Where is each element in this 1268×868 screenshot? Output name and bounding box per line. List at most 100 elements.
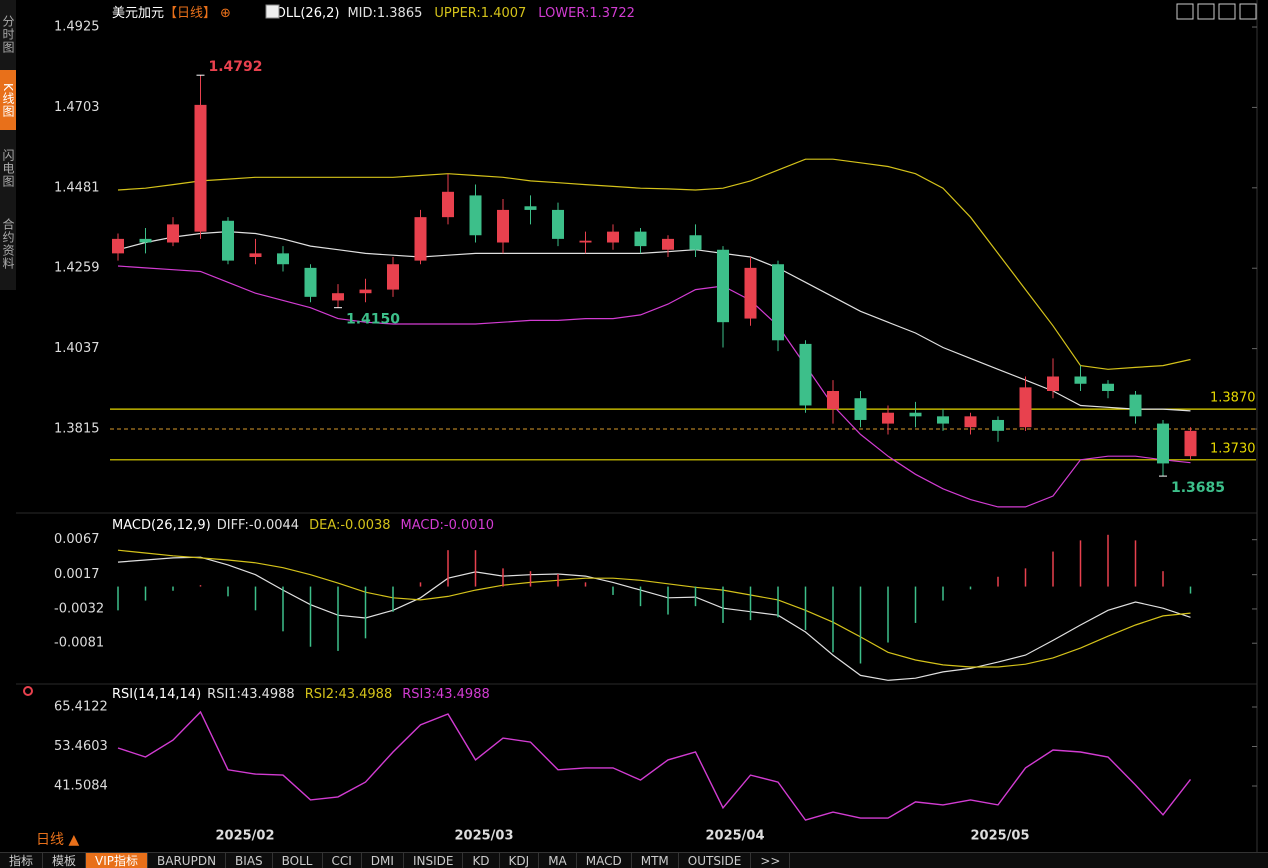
candle-body [414, 217, 427, 261]
toolbar-tab[interactable]: >> [751, 853, 791, 868]
indicator: BOLL(26,2) [267, 6, 340, 21]
level-label: 1.3870 [1210, 391, 1256, 406]
toolbar-tab[interactable]: MTM [632, 853, 679, 868]
candle-body [607, 231, 619, 243]
side-tab[interactable]: 闪电图 [1, 148, 15, 188]
boll-icon[interactable] [265, 4, 280, 19]
candle-body [167, 224, 179, 243]
period: 【日线】 [164, 6, 216, 21]
candle-body [744, 267, 757, 319]
toolbar-tab[interactable]: BOLL [273, 853, 323, 868]
settings-icon[interactable]: ⊕ [220, 6, 231, 21]
y-tick-label: 1.4925 [54, 20, 100, 35]
candle-body [139, 238, 152, 243]
toolbar-tab[interactable]: 指标 [0, 853, 44, 868]
candle-body [194, 104, 207, 232]
candle-body [964, 416, 977, 428]
candle-body [854, 398, 867, 420]
y-tick-label: 0.0017 [54, 567, 100, 582]
toolbar-tab[interactable]: BARUPDN [148, 853, 227, 868]
toolbar-tab[interactable]: KD [463, 853, 500, 868]
y-tick-label: 1.3815 [54, 422, 100, 437]
y-tick-label: 53.4603 [54, 739, 108, 754]
candle-body [799, 343, 812, 406]
y-tick-label: 65.4122 [54, 700, 108, 715]
side-tab[interactable]: 分时图 [1, 14, 15, 54]
icon[interactable] [1239, 3, 1257, 20]
toolbar-tab[interactable]: OUTSIDE [679, 853, 752, 868]
candle-body [552, 209, 564, 239]
candle-body [1074, 376, 1087, 384]
candle-body [222, 220, 234, 261]
side-tab[interactable]: 合约资料 [1, 218, 15, 270]
candle-body [909, 412, 922, 417]
candle-body [937, 416, 949, 424]
candle-body [359, 289, 372, 294]
candle-body [1157, 423, 1169, 464]
legend-mid: MID:1.3865 [347, 6, 422, 21]
icon[interactable] [1218, 3, 1236, 20]
macd-header: MACD(26,12,9) DIFF:-0.0044 DEA:-0.0038 MACD… [112, 518, 494, 533]
candle-body [772, 264, 784, 341]
legend-upper: UPPER:1.4007 [434, 6, 526, 21]
candle-body [524, 206, 537, 210]
symbol: 美元加元 [112, 6, 164, 21]
toolbar-tab[interactable]: CCI [323, 853, 362, 868]
macd-line [117, 556, 1191, 681]
candle-body [1019, 387, 1032, 428]
sidebar: 分时图 K线图闪电图合约资料 [0, 0, 16, 290]
toolbar-tab[interactable]: INSIDE [404, 853, 464, 868]
y-tick-label: 0.0067 [54, 532, 100, 547]
candle-body [332, 293, 344, 301]
indicator-toolbar: 指标 模板 VIP指标 BARUPDN BIAS BOLL CCI DMI INSIDE KD KD… [0, 852, 1268, 868]
toolbar-tab[interactable]: DMI [362, 853, 404, 868]
macd-title: MACD(26,12,9) [112, 518, 211, 533]
x-date-label: 2025/02 [215, 829, 274, 844]
toolbar-tab[interactable]: 模板 [43, 853, 87, 868]
x-date-label: 2025/04 [705, 829, 764, 844]
legend-macd: MACD:-0.0010 [401, 518, 495, 533]
candle-body [992, 419, 1004, 431]
side-tab[interactable]: K线图 [0, 70, 16, 130]
extreme-label: 1.3685 [1171, 480, 1225, 496]
x-date-label: 2025/05 [970, 829, 1029, 844]
candle-body [112, 238, 124, 254]
header: 美元加元【日线】 ⊕ BOLL(26,2) MID:1.3865 UPPER:1.400… [112, 6, 635, 21]
macd-line [117, 549, 1191, 668]
toolbar-icons [1176, 3, 1257, 20]
candle-body [1129, 394, 1142, 417]
y-tick-label: 1.4037 [54, 341, 100, 356]
y-tick-label: -0.0081 [54, 636, 104, 651]
candle-body [1102, 383, 1114, 391]
candle-body [249, 253, 262, 257]
y-tick-label: 41.5084 [54, 779, 108, 794]
toolbar-tab[interactable]: MACD [577, 853, 632, 868]
period-footer[interactable]: 日线 ▲ [36, 832, 79, 848]
boll-line [117, 158, 1191, 370]
candle-body [304, 267, 317, 297]
legend-rsi3: RSI3:43.4988 [402, 687, 490, 702]
candle-body [469, 195, 482, 236]
legend-diff: DIFF:-0.0044 [217, 518, 299, 533]
candle-body [662, 238, 674, 250]
rsi-icon[interactable] [23, 686, 33, 696]
candle-body [1047, 376, 1059, 391]
y-tick-label: 1.4703 [54, 100, 100, 115]
icon[interactable] [1197, 3, 1215, 20]
extreme-label: 1.4792 [209, 59, 263, 75]
candle-body [689, 235, 702, 250]
toolbar-tab[interactable]: BIAS [226, 853, 273, 868]
toolbar-tab[interactable]: KDJ [500, 853, 540, 868]
candle-body [497, 209, 509, 243]
y-tick-label: 1.4259 [54, 261, 100, 276]
boll-line [117, 230, 1191, 412]
x-date-label: 2025/03 [454, 829, 513, 844]
legend-dea: DEA:-0.0038 [309, 518, 390, 533]
icon[interactable] [1176, 3, 1194, 20]
toolbar-tab[interactable]: VIP指标 [86, 853, 149, 868]
boll-line [117, 265, 1191, 508]
toolbar-tab[interactable]: MA [539, 853, 577, 868]
